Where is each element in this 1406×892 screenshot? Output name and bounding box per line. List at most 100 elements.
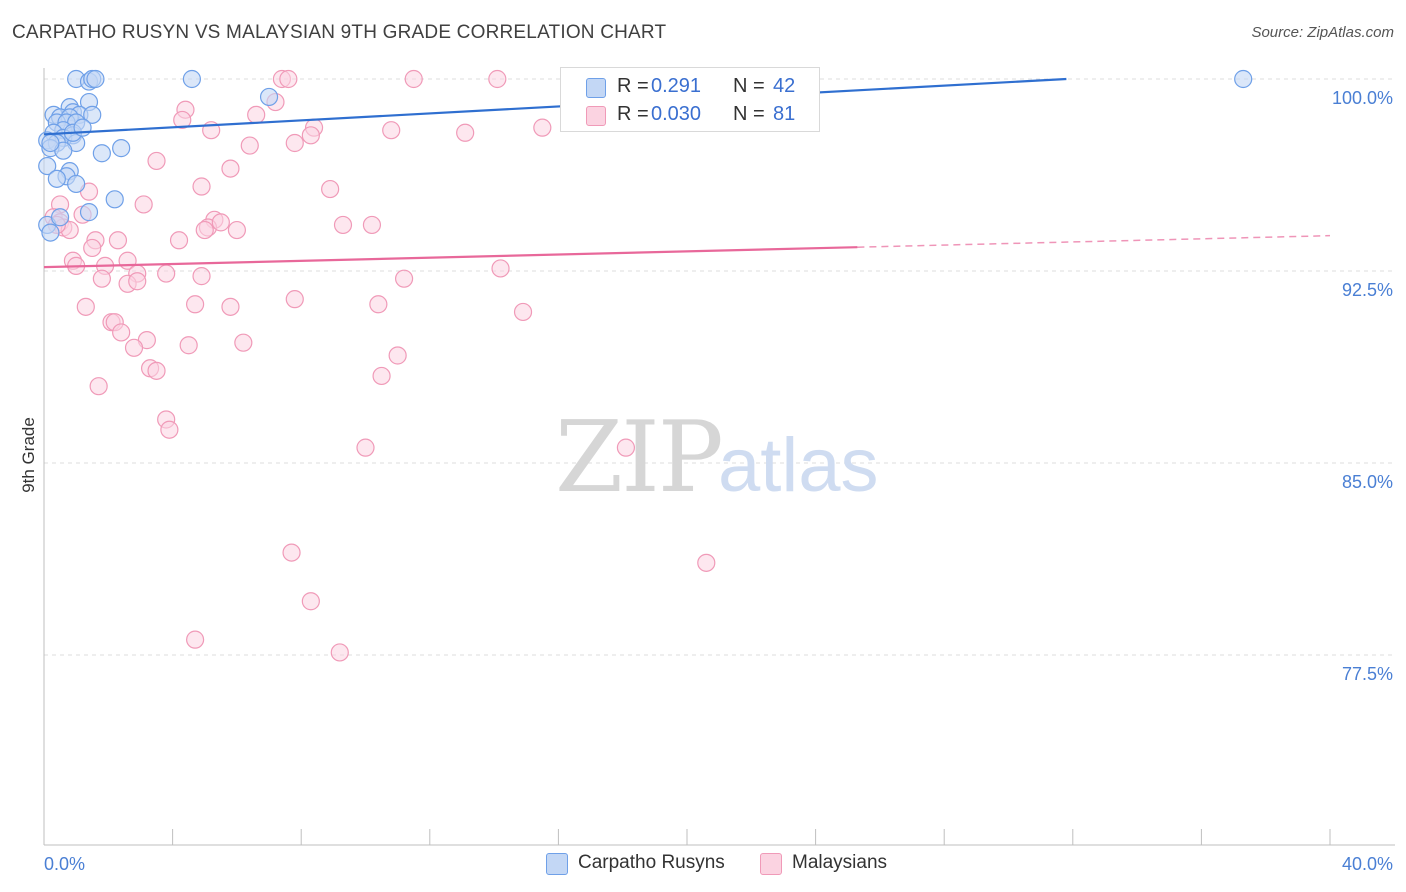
watermark-zip: ZIP [555,401,722,515]
data-point-malaysian [301,592,320,611]
legend-n-value: 81 [773,103,796,125]
data-point-malaysian [108,231,128,250]
data-point-malaysian [394,269,414,288]
data-point-malaysian [211,213,230,232]
watermark: ZIP atlas [555,401,879,515]
data-point-malaysian [186,630,205,649]
data-point-malaysian [382,121,401,140]
data-point-malaysian [513,302,533,322]
data-point-malaysian [279,69,298,89]
data-point-malaysian [179,336,198,355]
data-point-malaysian [221,297,240,316]
data-point-malaysian [192,267,211,286]
data-point-malaysian [234,333,253,352]
data-point-malaysian [247,105,266,124]
data-point-carpatho [182,69,201,89]
data-point-malaysian [369,295,388,314]
data-point-carpatho [47,169,66,188]
data-point-carpatho [112,139,131,158]
trendlines [43,77,1331,269]
data-point-malaysian [169,231,189,250]
data-point-malaysian [147,151,166,171]
data-point-malaysian [697,553,716,572]
legend-swatch-malaysian [586,106,606,126]
data-point-malaysian [301,126,320,145]
series-carpatho-rusyns [38,69,1253,242]
data-point-malaysian [456,123,475,142]
source-label: Source: ZipAtlas.com [1251,24,1394,41]
legend-row-carpatho: R = 0.291 N = 42 [561,72,819,102]
data-point-carpatho [79,203,99,222]
data-point-carpatho [86,69,105,89]
data-point-malaysian [83,238,102,258]
data-point-malaysian [533,118,552,137]
data-point-malaysian [192,177,211,196]
axes [43,68,1395,846]
tick-labels: 100.0% 92.5% 85.0% 77.5% 0.0% 40.0% [44,88,1393,874]
data-point-malaysian [195,220,214,240]
legend-swatch-carpatho [546,853,568,875]
data-point-malaysian [76,297,95,316]
legend-swatch-malaysian [760,853,782,875]
data-point-malaysian [221,159,240,178]
data-point-malaysian [240,136,259,155]
data-point-malaysian [616,438,636,457]
legend-label-carpatho: Carpatho Rusyns [578,852,725,873]
data-point-carpatho [41,223,60,242]
legend-swatch-carpatho [586,78,606,98]
data-point-malaysian [372,366,391,386]
trendline-carpatho [43,77,1067,136]
watermark-atlas: atlas [718,423,879,508]
data-point-carpatho [92,144,111,163]
data-point-malaysian [227,220,246,240]
data-point-malaysian [147,361,166,380]
trendline-malaysian [43,246,858,269]
data-point-malaysian [285,290,304,309]
data-point-carpatho [1234,69,1253,89]
data-point-malaysian [333,215,353,235]
legend-n-label: N = [733,103,765,125]
data-point-malaysian [285,133,304,153]
x-tick-label: 0.0% [44,854,85,874]
y-axis-label: 9th Grade [19,417,38,493]
data-point-malaysian [356,438,375,457]
y-tick-label: 100.0% [1332,88,1393,108]
data-point-malaysian [157,264,176,283]
y-tick-label: 85.0% [1342,472,1393,492]
data-point-carpatho [259,87,279,107]
legend-n-label: N = [733,75,765,97]
data-point-carpatho [105,190,124,209]
legend-row-malaysian: R = 0.030 N = 81 [561,100,819,130]
data-point-malaysian [124,338,144,357]
series-malaysians [44,69,787,662]
data-point-malaysian [92,269,111,288]
y-tick-label: 92.5% [1342,280,1393,300]
data-point-carpatho [41,133,60,153]
y-tick-label: 77.5% [1342,664,1393,684]
data-point-malaysian [186,295,205,314]
legend-r-value: 0.291 [651,75,702,97]
data-point-malaysian [89,377,108,396]
data-point-carpatho [50,208,70,227]
data-point-malaysian [388,346,407,365]
data-point-carpatho [83,105,102,124]
data-point-malaysian [112,323,131,342]
data-point-malaysian [491,259,510,278]
legend-r-value: 0.030 [651,103,702,125]
legend-r-label: R = [617,75,649,97]
x-tick-label: 40.0% [1342,854,1393,874]
data-point-malaysian [362,215,382,235]
legend-r-label: R = [617,103,649,125]
data-point-malaysian [330,643,349,662]
chart-title: CARPATHO RUSYN VS MALAYSIAN 9TH GRADE CO… [12,22,667,43]
legend-label-malaysian: Malaysians [792,852,888,873]
data-point-malaysian [173,110,192,130]
data-point-carpatho [67,174,86,194]
gridlines [44,78,1395,656]
stats-legend: R = 0.291 N = 42 R = 0.030 N = 81 [560,67,820,132]
data-point-carpatho [38,156,57,176]
data-point-malaysian [404,69,423,89]
data-point-malaysian [488,69,507,89]
series-legend: Carpatho Rusyns Malaysians [0,852,1406,878]
